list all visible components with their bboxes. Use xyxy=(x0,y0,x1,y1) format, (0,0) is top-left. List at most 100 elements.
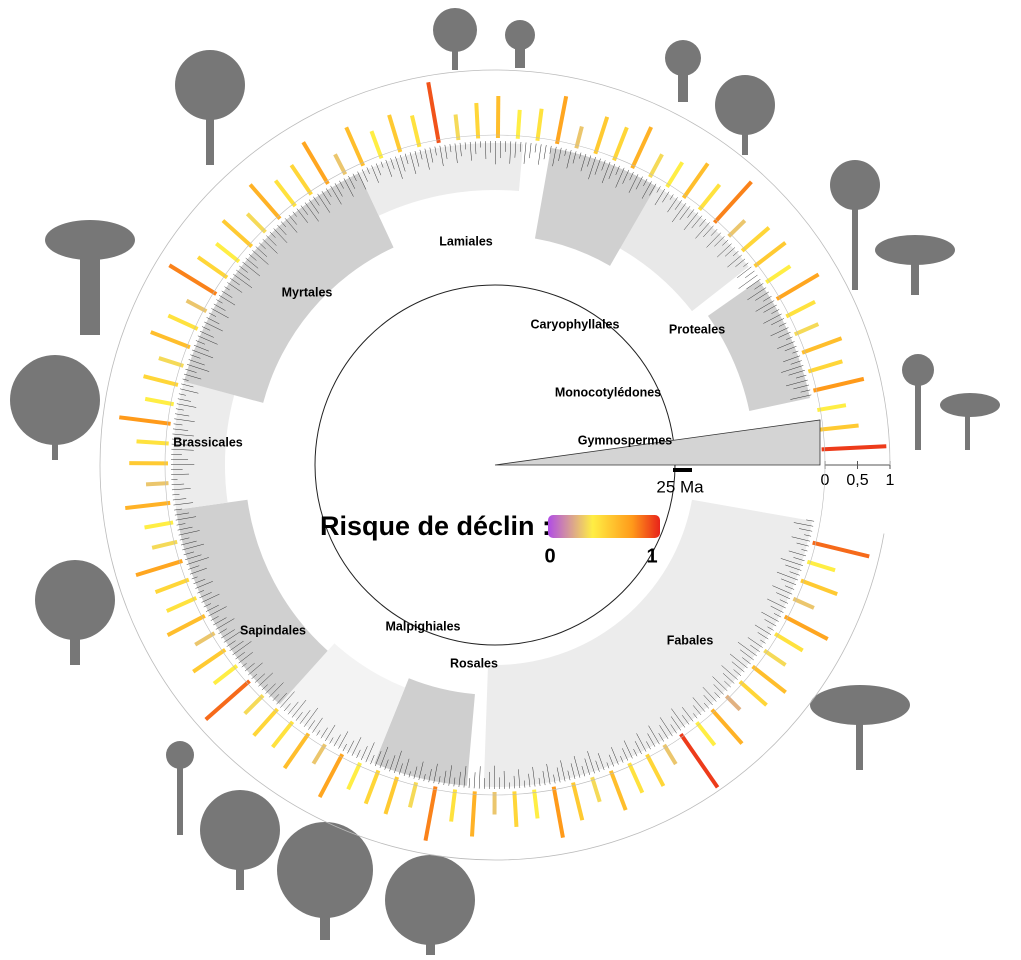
tree-tip xyxy=(710,229,718,236)
tree-tip xyxy=(796,542,809,547)
tree-tip xyxy=(601,160,606,171)
tree-tip xyxy=(361,169,368,182)
tree-tip xyxy=(606,762,610,769)
clade-sector xyxy=(358,143,524,216)
risk-bar xyxy=(248,183,282,220)
tree-tip xyxy=(556,767,561,783)
tree-tip xyxy=(514,141,517,158)
tree-tip xyxy=(546,763,551,785)
risk-bar xyxy=(344,126,366,167)
tree-tip xyxy=(729,653,748,669)
tree-tip xyxy=(403,758,410,777)
tree-tip xyxy=(737,641,757,657)
risk-bar xyxy=(166,614,206,637)
risk-bar xyxy=(151,539,178,550)
tree-tip xyxy=(727,254,742,268)
tree-tip xyxy=(180,540,197,546)
risk-bar xyxy=(806,559,836,573)
tree-tip xyxy=(221,290,233,298)
scale-bar-label: 25 Ma xyxy=(656,477,704,496)
tree-tip xyxy=(712,676,728,692)
tree-tip xyxy=(419,149,423,160)
tree-tip xyxy=(524,780,526,788)
tree-tip xyxy=(333,734,341,747)
tree-tip xyxy=(523,142,527,164)
axis-tick-label: 0,5 xyxy=(846,472,868,489)
tree-tip xyxy=(473,772,476,789)
tree-tip xyxy=(611,747,619,765)
risk-bar xyxy=(165,596,198,613)
risk-bar xyxy=(648,153,664,178)
tree-tip xyxy=(178,393,186,396)
tree-tip xyxy=(204,321,223,332)
tree-tip xyxy=(785,379,808,387)
tree-tip xyxy=(183,373,202,380)
tree-tip xyxy=(342,743,347,752)
tree-tip xyxy=(780,558,804,566)
tree-tip xyxy=(553,774,556,784)
risk-bar xyxy=(630,126,653,170)
tree-tip xyxy=(390,158,395,170)
tree-tip xyxy=(620,755,624,763)
tree-tip xyxy=(273,228,288,243)
tree-tip xyxy=(587,155,592,167)
risk-bar xyxy=(774,632,804,653)
tree-tip xyxy=(226,640,236,647)
tree-tip xyxy=(312,717,323,733)
clade-sector xyxy=(707,280,810,411)
tree-tip xyxy=(414,150,420,167)
risk-bar xyxy=(119,415,171,426)
tree-tip xyxy=(581,765,586,777)
tree-tip xyxy=(584,758,590,775)
tree-tip xyxy=(171,488,191,491)
tree-tip xyxy=(733,669,742,677)
tree-tip xyxy=(717,243,732,258)
tree-tip xyxy=(266,235,277,246)
tree-tip xyxy=(552,146,557,167)
legend-min: 0 xyxy=(544,545,555,567)
tree-tip xyxy=(232,641,252,656)
tree-tip xyxy=(190,354,201,359)
tree-tip xyxy=(245,257,259,269)
risk-bar xyxy=(221,219,254,248)
tree-tip xyxy=(633,748,638,757)
tree-tip xyxy=(681,707,694,722)
tree-tip xyxy=(238,651,253,664)
risk-bar xyxy=(363,769,381,805)
tree-tip xyxy=(218,295,236,306)
tree-tip xyxy=(395,156,403,179)
risk-bar xyxy=(423,786,438,841)
tree-tip xyxy=(538,144,542,165)
risk-bar xyxy=(738,680,768,707)
tree-tip xyxy=(172,438,182,441)
risk-bar xyxy=(812,540,870,559)
tree-tip xyxy=(784,585,795,590)
tree-tip xyxy=(199,330,214,338)
risk-bar xyxy=(252,707,279,737)
tree-tip xyxy=(304,202,319,222)
tree-tip xyxy=(724,247,736,257)
tree-tip xyxy=(171,483,185,486)
tree-tip xyxy=(408,771,411,778)
tree-tip xyxy=(761,611,779,622)
tree-tip xyxy=(439,145,444,167)
tree-tip xyxy=(172,428,189,431)
tree-tip xyxy=(174,418,195,422)
tree-tip xyxy=(648,725,660,745)
tree-tip xyxy=(560,760,566,782)
tree-tip xyxy=(244,662,255,672)
tree-tip xyxy=(321,191,331,205)
tree-tip xyxy=(186,364,210,372)
clade-label: Myrtales xyxy=(282,285,333,299)
risk-bar xyxy=(727,219,747,238)
tree-tip xyxy=(608,754,614,767)
tree-tip xyxy=(629,171,634,181)
risk-bar xyxy=(571,782,585,821)
tree-tip xyxy=(764,619,777,627)
tree-tip xyxy=(785,336,793,340)
tree-tip xyxy=(464,142,466,150)
tree-tip xyxy=(284,218,298,233)
risk-bar xyxy=(311,743,327,765)
tree-tip xyxy=(394,750,402,774)
